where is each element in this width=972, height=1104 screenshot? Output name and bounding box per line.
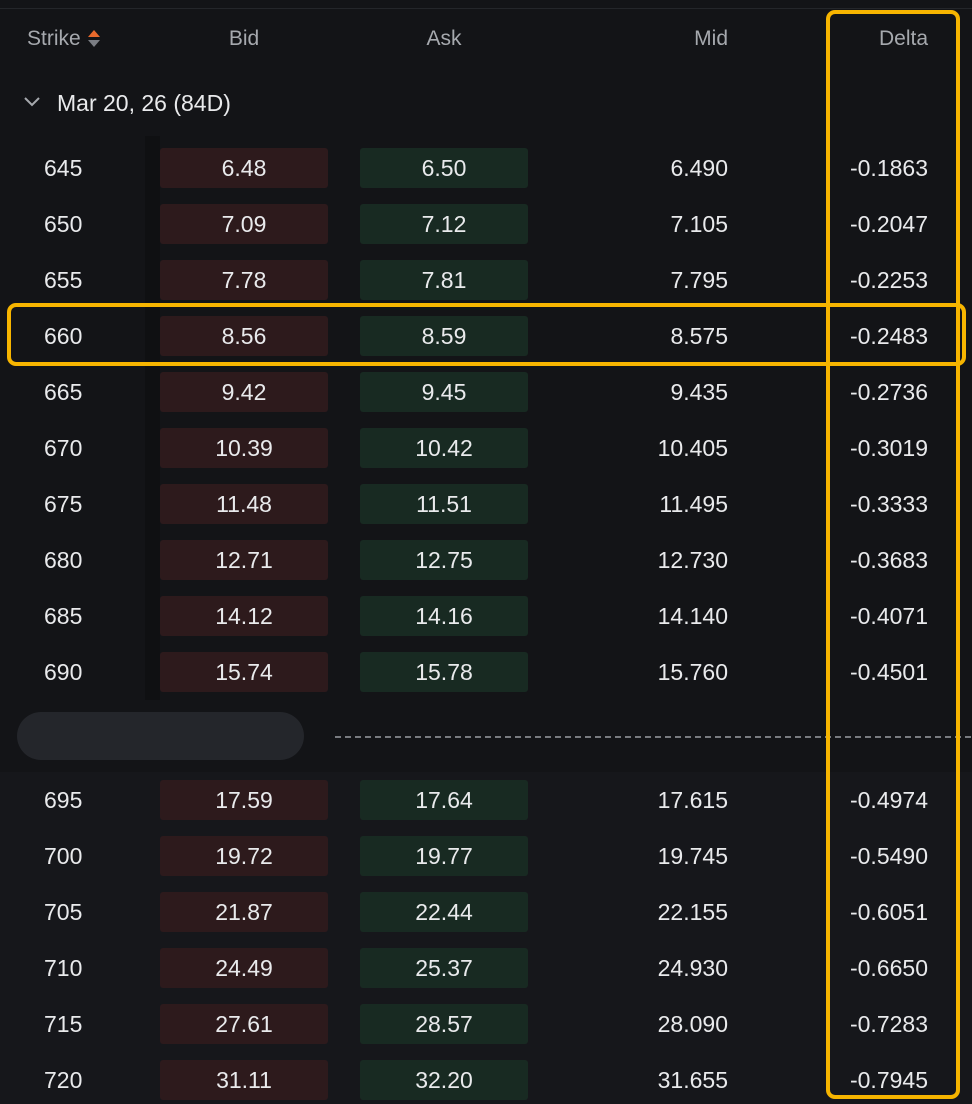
bid[interactable]: 10.39 [160, 428, 328, 468]
lower-band [0, 772, 972, 1104]
mid: 15.760 [657, 659, 728, 685]
mid: 28.090 [657, 1011, 728, 1037]
strike: 690 [44, 659, 83, 685]
bid[interactable]: 11.48 [160, 484, 328, 524]
bid[interactable]: 24.49 [160, 948, 328, 988]
column-header[interactable]: Delta [878, 27, 928, 50]
delta: -0.6650 [849, 955, 928, 981]
underlying-pill [17, 712, 304, 760]
ask[interactable]: 11.51 [360, 484, 528, 524]
delta: -0.1863 [849, 155, 928, 181]
ask[interactable]: 28.57 [360, 1004, 528, 1044]
ask[interactable]: 32.20 [360, 1060, 528, 1100]
delta: -0.3683 [849, 547, 928, 573]
bid[interactable]: 15.74 [160, 652, 328, 692]
strike: 715 [44, 1011, 83, 1037]
mid: 11.495 [659, 491, 728, 517]
delta: -0.2047 [849, 211, 928, 237]
bid[interactable]: 8.56 [160, 316, 328, 356]
bid[interactable]: 17.59 [160, 780, 328, 820]
delta: -0.4974 [849, 787, 928, 813]
mid: 10.405 [657, 435, 728, 461]
strike: 645 [44, 155, 83, 181]
bid[interactable]: 19.72 [160, 836, 328, 876]
strike: 680 [44, 547, 83, 573]
mid: 24.930 [657, 955, 728, 981]
sort-up [88, 30, 100, 37]
bid[interactable]: 12.71 [160, 540, 328, 580]
row-gutter [145, 136, 160, 700]
mid: 8.575 [670, 323, 728, 349]
mid: 22.155 [657, 899, 728, 925]
strike: 700 [44, 843, 83, 869]
delta: -0.2736 [849, 379, 928, 405]
sort-icon[interactable] [86, 29, 102, 49]
strike: 650 [44, 211, 83, 237]
top-border [0, 8, 972, 9]
mid: 12.730 [657, 547, 728, 573]
strike: 710 [44, 955, 83, 981]
mid: 7.105 [670, 211, 728, 237]
expiry-label[interactable]: Mar 20, 26 (84D) [57, 90, 231, 116]
delta: -0.6051 [849, 899, 928, 925]
ask[interactable]: 6.50 [360, 148, 528, 188]
column-header[interactable]: Strike [27, 27, 81, 50]
strike: 675 [44, 491, 83, 517]
ask[interactable]: 17.64 [360, 780, 528, 820]
bid[interactable]: 27.61 [160, 1004, 328, 1044]
strike: 655 [44, 267, 83, 293]
delta: -0.2253 [849, 267, 928, 293]
delta: -0.2483 [849, 323, 928, 349]
ask[interactable]: 22.44 [360, 892, 528, 932]
strike: 685 [44, 603, 83, 629]
strike: 670 [44, 435, 83, 461]
strike: 660 [44, 323, 83, 349]
bid[interactable]: 9.42 [160, 372, 328, 412]
bid[interactable]: 7.78 [160, 260, 328, 300]
ask[interactable]: 7.12 [360, 204, 528, 244]
delta: -0.4501 [849, 659, 928, 685]
column-header[interactable]: Ask [426, 27, 462, 50]
collapse-chevron[interactable] [23, 95, 41, 109]
mid: 31.655 [657, 1067, 728, 1093]
delta: -0.3019 [849, 435, 928, 461]
bid[interactable]: 7.09 [160, 204, 328, 244]
ask[interactable]: 19.77 [360, 836, 528, 876]
delta: -0.5490 [849, 843, 928, 869]
bid[interactable]: 6.48 [160, 148, 328, 188]
ask[interactable]: 7.81 [360, 260, 528, 300]
column-header[interactable]: Mid [694, 27, 728, 50]
ask[interactable]: 25.37 [360, 948, 528, 988]
mid: 14.140 [657, 603, 728, 629]
sort-down [88, 40, 100, 47]
ask[interactable]: 12.75 [360, 540, 528, 580]
delta: -0.4071 [849, 603, 928, 629]
price-line [335, 736, 972, 738]
mid: 19.745 [657, 843, 728, 869]
ask[interactable]: 14.16 [360, 596, 528, 636]
bid[interactable]: 21.87 [160, 892, 328, 932]
ask[interactable]: 15.78 [360, 652, 528, 692]
chevron [24, 97, 40, 107]
ask[interactable]: 10.42 [360, 428, 528, 468]
mid: 6.490 [670, 155, 728, 181]
delta: -0.7945 [849, 1067, 928, 1093]
strike: 665 [44, 379, 83, 405]
bid[interactable]: 14.12 [160, 596, 328, 636]
highlight-delta-column [826, 10, 960, 1099]
delta: -0.7283 [849, 1011, 928, 1037]
mid: 7.795 [670, 267, 728, 293]
highlight-row [7, 303, 966, 366]
strike: 705 [44, 899, 83, 925]
ask[interactable]: 9.45 [360, 372, 528, 412]
strike: 695 [44, 787, 83, 813]
strike: 720 [44, 1067, 83, 1093]
column-header[interactable]: Bid [228, 27, 260, 50]
bid[interactable]: 31.11 [160, 1060, 328, 1100]
ask[interactable]: 8.59 [360, 316, 528, 356]
mid: 17.615 [657, 787, 728, 813]
mid: 9.435 [670, 379, 728, 405]
delta: -0.3333 [849, 491, 928, 517]
